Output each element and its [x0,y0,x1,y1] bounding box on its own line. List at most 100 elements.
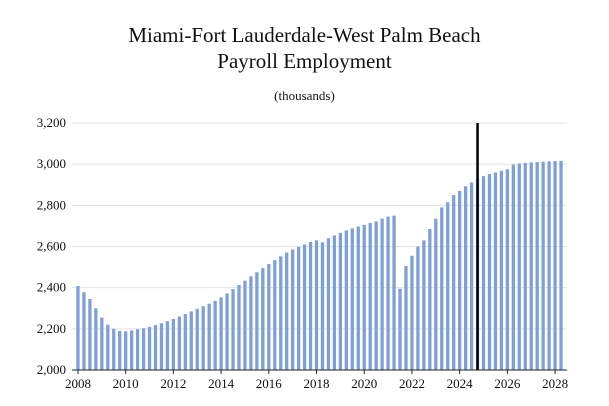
bar [135,329,140,370]
bar [452,195,456,370]
bar [434,218,438,370]
bar [88,298,92,370]
bar [559,160,563,370]
bars [76,160,563,370]
bar [213,300,217,370]
x-tick-label: 2012 [160,376,186,391]
bar [386,216,390,370]
bar [350,228,354,370]
y-tick-label: 2,600 [37,239,66,254]
bar [302,244,307,370]
bar [207,303,211,370]
bar [201,306,205,370]
bar [237,284,241,370]
bar [446,202,450,370]
bar [165,321,170,370]
bar [183,314,187,370]
bar [141,328,146,370]
bar [243,280,247,370]
bar [440,207,444,370]
bar [374,221,378,370]
bar [511,164,515,370]
bar [177,316,181,370]
bar [463,186,468,370]
bar [380,218,384,370]
y-tick-label: 3,200 [37,115,66,130]
bar [458,190,462,370]
bar [362,224,366,370]
bar [517,163,521,370]
bar [219,297,223,370]
bar [368,223,372,370]
bar [529,162,533,370]
chart-subtitle: Payroll Employment [217,49,392,73]
bar [481,176,486,370]
bar [314,240,319,370]
bar [285,252,289,370]
bar [535,162,539,370]
y-tick-label: 2,000 [37,362,66,377]
y-tick-label: 3,000 [37,156,66,171]
bar [499,170,504,370]
bar [344,230,348,370]
bar [332,235,337,370]
x-tick-label: 2026 [494,376,521,391]
gridlines [72,122,567,330]
x-tick-label: 2008 [65,376,91,391]
chart-title: Miami-Fort Lauderdale-West Palm Beach [128,23,481,47]
x-tick-label: 2028 [542,376,568,391]
bar [326,238,331,370]
y-tick-label: 2,400 [37,280,66,295]
x-tick-label: 2016 [256,376,283,391]
bar [338,232,343,370]
bar [296,246,301,370]
bar [553,161,557,370]
bar [255,272,259,370]
bar [112,328,116,370]
x-tick-label: 2024 [447,376,474,391]
bar [392,215,396,370]
bar [171,318,176,370]
bar [469,182,474,370]
bar [273,260,277,370]
bar [291,249,295,370]
bar [320,242,325,370]
bar [231,289,235,370]
bar [356,226,360,370]
bar [308,241,313,370]
bar [82,292,86,370]
x-tick-label: 2022 [399,376,425,391]
bar [541,161,545,370]
bar [279,256,283,370]
bar [523,162,527,370]
bar [147,326,152,370]
x-tick-labels: 2008 2010 2012 2014 2016 2018 2020 2022 2024 2026… [65,376,568,391]
bar [428,229,432,370]
bar [267,263,271,370]
unit-label: (thousands) [274,88,335,103]
bar [129,330,134,370]
bar [410,255,414,370]
x-tick-label: 2020 [351,376,377,391]
bar [106,324,110,370]
bar [100,317,104,370]
bar [505,169,510,370]
bar [493,172,498,370]
bar [153,325,158,370]
bar [487,174,492,370]
bar [404,266,408,370]
bar [225,293,229,370]
y-tick-label: 2,200 [37,321,66,336]
bar [261,268,265,370]
y-tick-labels: 2,000 2,200 2,400 2,600 2,800 3,000 3,200 [37,115,66,377]
bar [124,331,128,370]
bar [398,288,402,370]
bar [76,286,80,370]
bar [94,308,98,370]
x-tick-label: 2018 [304,376,330,391]
bar [547,161,551,370]
y-tick-label: 2,800 [37,197,66,212]
bar [422,240,426,370]
bar [159,323,164,370]
